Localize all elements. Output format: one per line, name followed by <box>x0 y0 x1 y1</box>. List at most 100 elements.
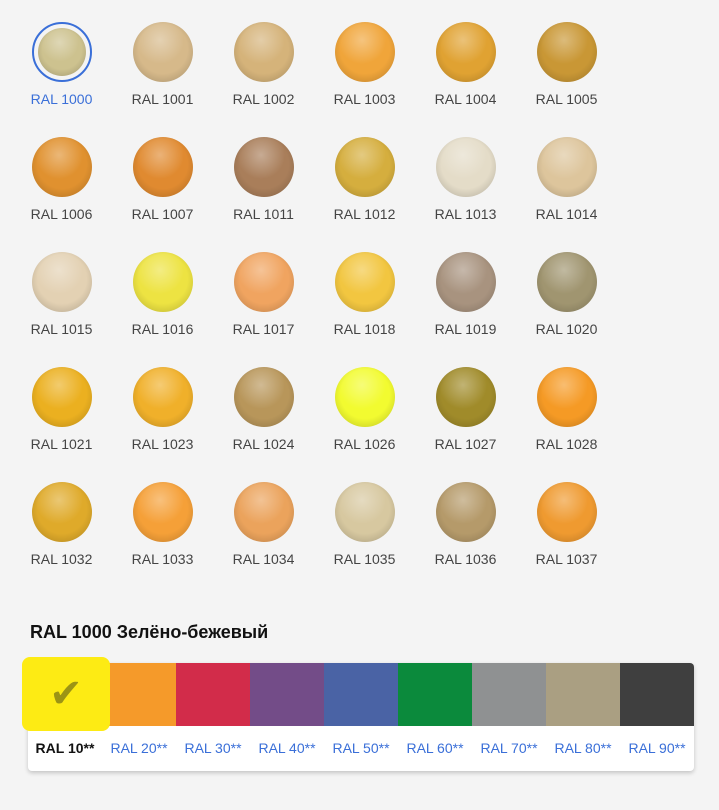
group-swatch[interactable] <box>546 663 620 726</box>
color-ball <box>233 367 294 427</box>
color-sphere <box>233 252 294 312</box>
color-ball <box>536 252 597 312</box>
color-label: RAL 1032 <box>30 551 93 567</box>
group-swatch[interactable] <box>472 663 546 726</box>
color-swatch[interactable]: RAL 1001 <box>112 22 213 137</box>
color-sphere <box>233 22 294 82</box>
color-label: RAL 1027 <box>434 436 497 452</box>
group-swatch[interactable] <box>176 663 250 726</box>
group-label[interactable]: RAL 40** <box>258 740 316 756</box>
color-swatch[interactable]: RAL 1032 <box>11 482 112 597</box>
color-grid: RAL 1000 RAL 1001 RAL 1002 RAL 1003 RAL 1004… <box>11 22 617 597</box>
selected-group-tile[interactable]: ✔ <box>22 657 110 731</box>
color-swatch[interactable]: RAL 1019 <box>415 252 516 367</box>
color-sphere <box>132 22 193 82</box>
check-icon: ✔ <box>49 672 83 716</box>
color-ball <box>435 367 496 427</box>
color-sphere <box>132 252 193 312</box>
color-swatch[interactable]: RAL 1036 <box>415 482 516 597</box>
color-label: RAL 1023 <box>131 436 194 452</box>
color-sphere <box>536 252 597 312</box>
color-label: RAL 1004 <box>434 91 497 107</box>
group-swatch[interactable] <box>324 663 398 726</box>
color-ball <box>132 22 193 82</box>
color-swatch[interactable]: RAL 1034 <box>213 482 314 597</box>
color-swatch[interactable]: RAL 1006 <box>11 137 112 252</box>
color-sphere <box>132 137 193 197</box>
color-swatch[interactable]: RAL 1000 <box>11 22 112 137</box>
color-label: RAL 1026 <box>333 436 396 452</box>
group-swatch[interactable] <box>250 663 324 726</box>
color-ball <box>536 367 597 427</box>
color-sphere <box>334 482 395 542</box>
color-label: RAL 1006 <box>30 206 93 222</box>
color-label: RAL 1024 <box>232 436 295 452</box>
color-label: RAL 1012 <box>333 206 396 222</box>
group-label[interactable]: RAL 90** <box>628 740 686 756</box>
group-label[interactable]: RAL 80** <box>554 740 612 756</box>
color-label: RAL 1017 <box>232 321 295 337</box>
color-sphere <box>435 367 496 427</box>
color-swatch[interactable]: RAL 1035 <box>314 482 415 597</box>
color-ball <box>132 252 193 312</box>
color-label: RAL 1037 <box>535 551 598 567</box>
group-swatch[interactable] <box>102 663 176 726</box>
color-sphere <box>435 137 496 197</box>
color-ball <box>334 482 395 542</box>
color-swatch[interactable]: RAL 1020 <box>516 252 617 367</box>
color-swatch[interactable]: RAL 1007 <box>112 137 213 252</box>
color-swatch[interactable]: RAL 1011 <box>213 137 314 252</box>
color-sphere <box>31 137 92 197</box>
group-swatch[interactable]: ✔ <box>22 657 110 731</box>
color-swatch[interactable]: RAL 1028 <box>516 367 617 482</box>
color-label: RAL 1000 <box>30 91 93 107</box>
color-ball <box>31 252 92 312</box>
group-label[interactable]: RAL 60** <box>406 740 464 756</box>
group-label[interactable]: RAL 70** <box>480 740 538 756</box>
color-label: RAL 1021 <box>30 436 93 452</box>
color-ball <box>536 482 597 542</box>
color-swatch[interactable]: RAL 1002 <box>213 22 314 137</box>
color-ball <box>31 482 92 542</box>
color-swatch[interactable]: RAL 1021 <box>11 367 112 482</box>
color-ball <box>536 137 597 197</box>
group-swatch[interactable] <box>398 663 472 726</box>
color-sphere <box>132 482 193 542</box>
color-swatch[interactable]: RAL 1024 <box>213 367 314 482</box>
color-swatch[interactable]: RAL 1016 <box>112 252 213 367</box>
color-swatch[interactable]: RAL 1013 <box>415 137 516 252</box>
color-swatch[interactable]: RAL 1005 <box>516 22 617 137</box>
group-label[interactable]: RAL 10** <box>35 740 95 756</box>
color-swatch[interactable]: RAL 1003 <box>314 22 415 137</box>
color-sphere <box>233 367 294 427</box>
color-swatch[interactable]: RAL 1014 <box>516 137 617 252</box>
color-ball <box>435 252 496 312</box>
color-label: RAL 1033 <box>131 551 194 567</box>
color-sphere <box>233 482 294 542</box>
color-sphere <box>31 367 92 427</box>
color-swatch[interactable]: RAL 1033 <box>112 482 213 597</box>
color-swatch[interactable]: RAL 1018 <box>314 252 415 367</box>
group-label[interactable]: RAL 20** <box>110 740 168 756</box>
color-swatch[interactable]: RAL 1017 <box>213 252 314 367</box>
color-swatch[interactable]: RAL 1004 <box>415 22 516 137</box>
color-swatch[interactable]: RAL 1026 <box>314 367 415 482</box>
color-label: RAL 1035 <box>333 551 396 567</box>
group-label[interactable]: RAL 50** <box>332 740 390 756</box>
color-swatch[interactable]: RAL 1027 <box>415 367 516 482</box>
color-ball <box>334 367 395 427</box>
color-label: RAL 1001 <box>131 91 194 107</box>
color-ball <box>233 482 294 542</box>
group-label[interactable]: RAL 30** <box>184 740 242 756</box>
color-ball <box>31 367 92 427</box>
color-label: RAL 1005 <box>535 91 598 107</box>
color-ball <box>233 252 294 312</box>
color-swatch[interactable]: RAL 1023 <box>112 367 213 482</box>
color-label: RAL 1028 <box>535 436 598 452</box>
color-swatch[interactable]: RAL 1037 <box>516 482 617 597</box>
group-swatch[interactable] <box>620 663 694 726</box>
color-swatch[interactable]: RAL 1012 <box>314 137 415 252</box>
color-sphere <box>334 252 395 312</box>
color-sphere <box>435 252 496 312</box>
color-swatch[interactable]: RAL 1015 <box>11 252 112 367</box>
